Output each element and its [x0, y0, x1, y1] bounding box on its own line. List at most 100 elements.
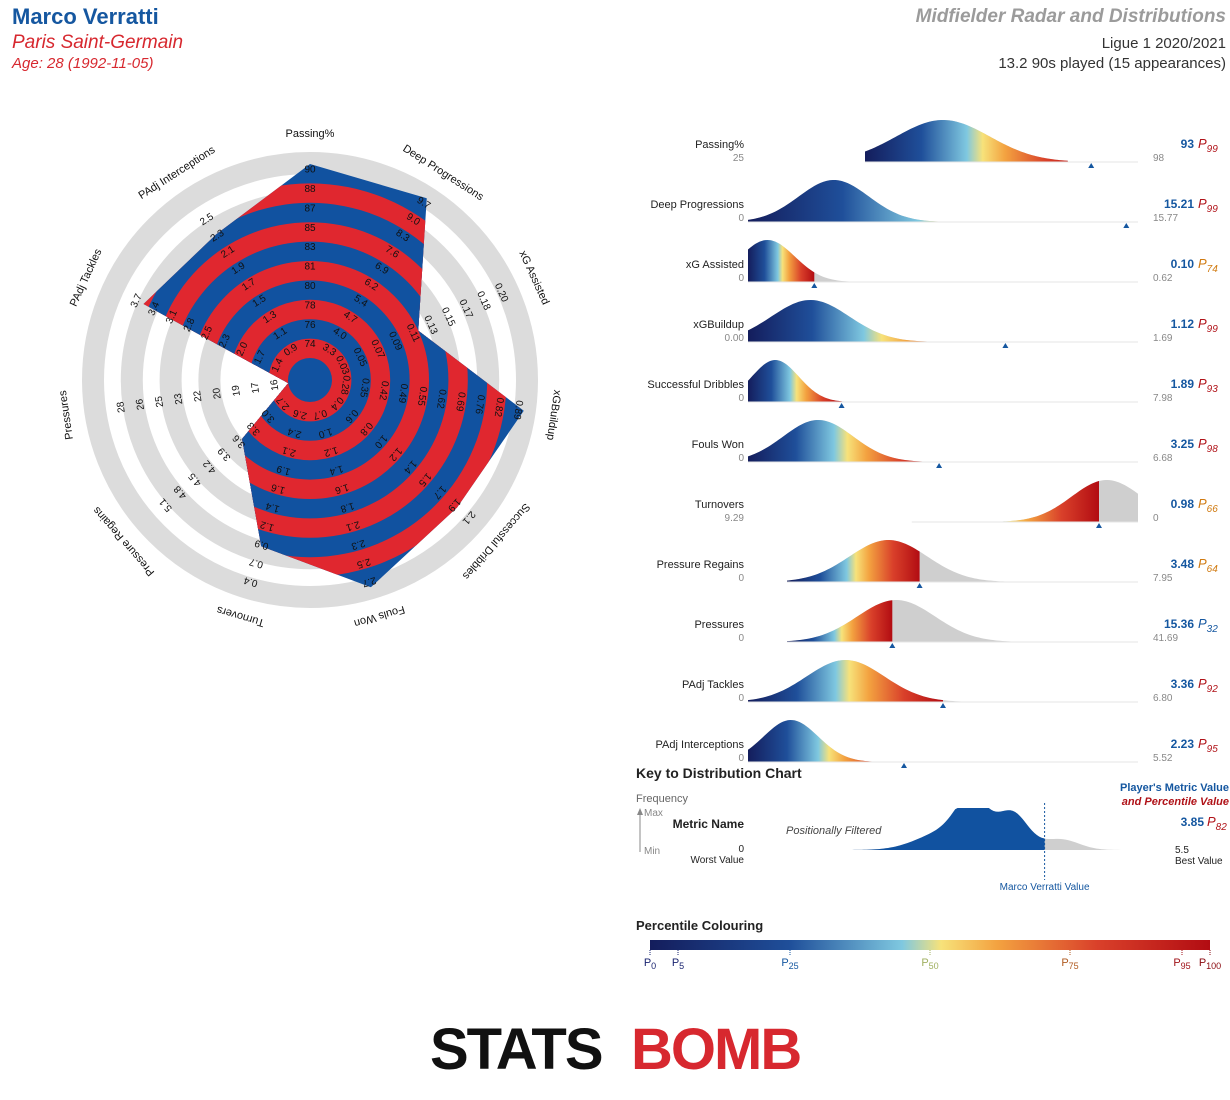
- best-value: 7.98: [1153, 393, 1173, 404]
- statsbomb-logo: STATS BOMB: [430, 1020, 810, 1080]
- radar-tick-label: 2.4: [286, 425, 303, 440]
- percentile-label: P32: [1198, 616, 1218, 635]
- percentile-label: P98: [1198, 436, 1218, 455]
- percentile-p: P: [1198, 316, 1207, 331]
- radar-tick-label: 1.8: [339, 500, 356, 515]
- key-pct-number: 82: [1216, 822, 1228, 833]
- radar-tick-label: 0.28: [338, 375, 352, 396]
- minutes-played-label: 13.2 90s played (15 appearances): [998, 55, 1226, 72]
- player-value: 15.21: [1164, 197, 1194, 211]
- dist-curve-colour: [748, 360, 842, 402]
- player-marker: [916, 583, 923, 588]
- radar-axis-label: xGBuildup: [544, 389, 563, 441]
- player-age: Age: 28 (1992-11-05): [12, 55, 154, 72]
- radar-bg-ring: [82, 152, 538, 608]
- radar-axis-label: Fouls Won: [353, 603, 407, 629]
- percentile-p: P: [1198, 196, 1207, 211]
- player-value: 0.98: [1171, 497, 1195, 511]
- dist-curve-colour: [748, 660, 943, 702]
- radar-tick-label: 1.2: [322, 444, 339, 459]
- radar-tick-label: 2.6: [291, 406, 308, 421]
- percentile-stop-number: 100: [1206, 961, 1221, 971]
- percentile-stop-label: P25: [781, 957, 798, 971]
- worst-value: 0: [738, 573, 744, 584]
- percentile-stop-number: 95: [1181, 961, 1191, 971]
- key-worst-num: 0: [738, 844, 744, 855]
- radar-tick-label: 2.8: [182, 316, 198, 334]
- radar-tick-label: 17: [250, 381, 263, 394]
- radar-tick-label: 0.55: [415, 386, 429, 407]
- radar-chart: 74767880818385878890Passing%3.34.04.75.4…: [57, 128, 563, 629]
- radar-tick-label: 80: [304, 281, 316, 292]
- season-label: Ligue 1 2020/2021: [1101, 35, 1226, 52]
- percentile-p: P: [1198, 256, 1207, 271]
- percentile-stop-label: P0: [644, 957, 656, 971]
- metric-name: PAdj Tackles: [682, 679, 744, 691]
- percentile-stop-label: P95: [1173, 957, 1190, 971]
- worst-value: 0: [738, 453, 744, 464]
- radar-tick-label: 3.1: [164, 308, 180, 326]
- best-value: 41.69: [1153, 633, 1178, 644]
- percentile-stop-label: P100: [1199, 957, 1221, 971]
- dist-curve-colour: [787, 600, 893, 642]
- best-value: 98: [1153, 153, 1165, 164]
- metric-name: xGBuildup: [693, 319, 744, 331]
- percentile-label: P95: [1198, 736, 1218, 755]
- worst-value: 0: [738, 693, 744, 704]
- percentile-bar: [650, 940, 1210, 950]
- radar-tick-label: 78: [304, 300, 316, 311]
- percentile-stop-p: P: [1173, 957, 1180, 969]
- best-value: 0.62: [1153, 273, 1173, 284]
- radar-tick-label: 83: [304, 242, 316, 253]
- radar-tick-label: 0.9: [253, 537, 270, 552]
- percentile-stop-p: P: [1061, 957, 1068, 969]
- radar-tick-label: 22: [192, 389, 205, 402]
- percentile-stop-p: P: [781, 957, 788, 969]
- radar-tick-label: 19: [230, 384, 243, 397]
- dist-row: Pressures 0 41.69 15.36 P32: [694, 600, 1218, 648]
- percentile-label: P99: [1198, 316, 1218, 335]
- metric-name: PAdj Interceptions: [656, 739, 745, 751]
- metric-name: Pressures: [694, 619, 744, 631]
- radar-tick-label: 0.69: [453, 391, 467, 412]
- worst-value: 0: [738, 753, 744, 764]
- percentile-number: 99: [1207, 144, 1219, 155]
- dist-row: PAdj Interceptions 0 5.52 2.23 P95: [656, 720, 1218, 768]
- player-value: 3.36: [1171, 677, 1195, 691]
- radar-tick-label: 76: [304, 320, 316, 331]
- worst-value: 25: [733, 153, 745, 164]
- percentile-p: P: [1198, 376, 1207, 391]
- metric-name: Pressure Regains: [657, 559, 745, 571]
- worst-value: 0: [738, 633, 744, 644]
- radar-tick-label: 3.4: [147, 300, 163, 318]
- radar-tick-label: 87: [304, 203, 316, 214]
- radar-tick-label: 0.89: [511, 399, 525, 420]
- radar-axis-label: Turnovers: [215, 603, 266, 628]
- key-min: Min: [644, 846, 660, 857]
- dist-curve-colour: [748, 240, 815, 282]
- dist-curve-colour: [748, 180, 1111, 222]
- dist-curve-colour: [748, 420, 940, 462]
- dist-curve-colour: [748, 720, 904, 762]
- radar-tick-label: 28: [115, 400, 128, 413]
- radar-tick-label: 1.4: [270, 356, 286, 374]
- radar-tick-label: 3.7: [129, 292, 145, 310]
- dist-row: Pressure Regains 0 7.95 3.48 P64: [657, 540, 1218, 588]
- best-value: 6.80: [1153, 693, 1173, 704]
- club-name: Paris Saint-Germain: [12, 32, 184, 53]
- worst-value: 0.00: [725, 333, 745, 344]
- key-best-num: 5.5: [1175, 845, 1189, 856]
- percentile-p: P: [1198, 676, 1207, 691]
- percentile-stop-number: 25: [789, 961, 799, 971]
- percentile-p: P: [1198, 136, 1207, 151]
- player-value: 15.36: [1164, 617, 1194, 631]
- key-metric-value-label: Player's Metric Value: [1120, 782, 1229, 794]
- dist-row: Turnovers 9.29 0 0.98 P66: [695, 480, 1218, 528]
- percentile-label: P93: [1198, 376, 1218, 395]
- player-marker: [889, 643, 896, 648]
- key-metric-name: Metric Name: [673, 817, 745, 831]
- percentile-label: P64: [1198, 556, 1218, 575]
- percentile-stop-p: P: [672, 957, 679, 969]
- dist-curve-colour: [911, 481, 1099, 522]
- radar-tick-label: 1.4: [328, 462, 345, 477]
